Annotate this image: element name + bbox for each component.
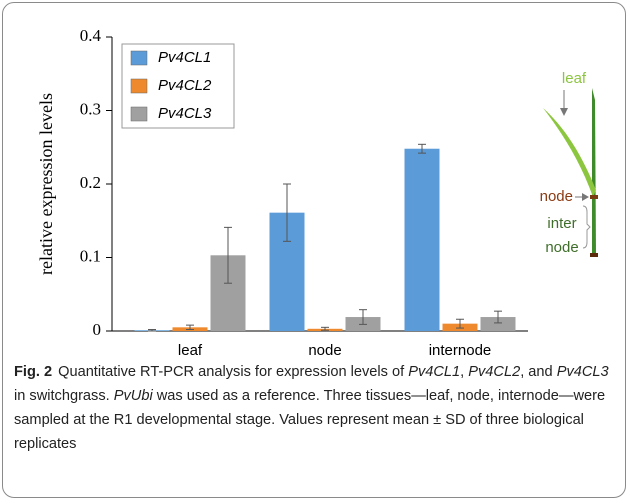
y-tick-label: 0.2 [80,173,101,192]
error-bar [224,226,232,284]
annotation: inter [547,215,576,232]
arrow-head [560,108,568,116]
node-mark [590,253,598,257]
legend-swatch [130,50,148,66]
error-bar [283,183,291,242]
error-bar [148,329,156,332]
chart: relative expression levels leaf node int… [36,26,598,359]
caption-text: PvUbi [113,388,153,404]
y-tick-label: 0.1 [80,246,101,265]
error-bar [186,324,194,331]
y-tick-label: 0.4 [80,26,102,45]
legend-label: Pv4CL3 [158,105,212,122]
x-tick-label: node [308,342,341,359]
y-axis-label: relative expression levels [36,93,56,275]
legend-swatch [130,78,148,94]
caption-text: Quantitative RT-PCR analysis for express… [58,364,409,380]
brace [582,205,591,249]
stem [592,88,596,255]
error-bar [494,310,502,324]
error-bar [359,309,367,325]
bar [480,317,516,331]
bar [404,148,440,331]
y-tick-label: 0 [93,320,102,339]
caption-text: , and [520,364,557,380]
caption-label: Fig. 2 [14,364,53,380]
legend-label: Pv4CL2 [158,77,212,94]
annotation: node [540,188,573,205]
plant-illustration: leaf node inter node [540,70,598,257]
leaf-blade [543,108,596,197]
error-bar [321,326,329,331]
annotation: leaf [562,70,587,87]
y-tick-label: 0.3 [80,99,101,118]
error-bar [418,143,426,154]
figure-frame [2,2,626,498]
caption-text: Pv4CL1 [408,364,461,380]
caption-text: in switchgrass. [14,388,114,404]
node-mark [590,195,598,199]
caption: Fig. 2 Quantitative RT-PCR analysis for e… [14,360,618,456]
caption-text: Pv4CL3 [556,364,609,380]
caption-text: Pv4CL2 [468,364,521,380]
error-bar [456,318,464,329]
x-tick-label: internode [429,342,492,359]
arrow-head [582,193,589,201]
caption-text: , [460,364,469,380]
x-tick-label: leaf [178,342,203,359]
caption-text: was used as a reference. Three tissues—l… [14,388,606,452]
legend-label: Pv4CL1 [158,49,211,66]
legend-swatch [130,106,148,122]
annotation: node [545,239,578,256]
